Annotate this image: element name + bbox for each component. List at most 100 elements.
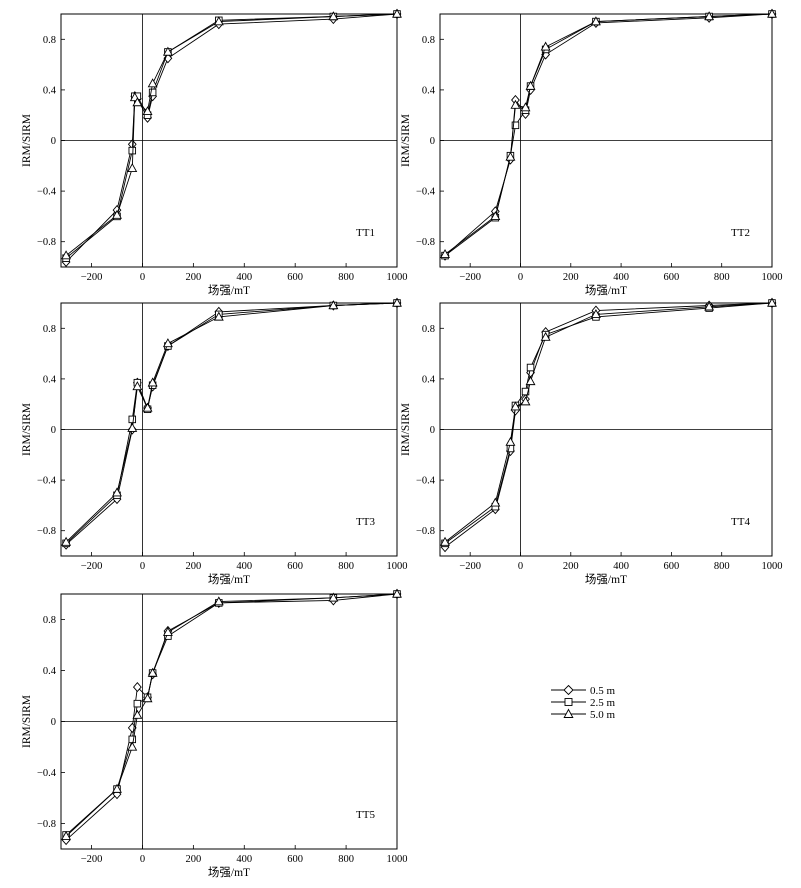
series-line [444, 302, 773, 548]
x-axis-label: 场强/mT [585, 572, 627, 586]
series-2.5m [62, 10, 401, 262]
series-5.0m [61, 8, 402, 260]
triangle-marker [162, 46, 173, 56]
series-5.0m [440, 297, 777, 546]
panel-label: TT3 [356, 516, 375, 528]
square-marker [128, 415, 137, 424]
x-tick-label: 600 [287, 272, 303, 283]
x-tick-label: 0 [140, 854, 145, 865]
triangle-marker [142, 402, 153, 412]
triangle-marker [590, 309, 601, 319]
series-2.5m [62, 299, 401, 548]
series-5.0m [440, 8, 777, 258]
series-2.5m [441, 10, 776, 260]
x-tick-label: 800 [714, 561, 730, 572]
triangle-marker [328, 11, 339, 21]
square-marker [526, 363, 535, 372]
triangle-marker [132, 709, 143, 719]
legend-label: 5.0 m [590, 709, 616, 721]
y-tick-label: −0.8 [37, 237, 56, 248]
triangle-marker [328, 592, 339, 602]
triangle-marker [704, 11, 715, 21]
triangle-marker [440, 536, 450, 546]
triangle-marker [147, 377, 158, 387]
y-tick-label: 0.4 [43, 374, 57, 385]
series-0.5m [440, 297, 777, 553]
square-marker [521, 387, 530, 396]
triangle-marker [112, 783, 122, 793]
x-tick-label: 600 [287, 561, 303, 572]
triangle-marker [767, 8, 777, 18]
series-0.5m [440, 8, 777, 261]
square-marker-icon [564, 698, 573, 706]
y-axis-label: IRM/SIRM [400, 403, 412, 456]
chart-panel-TT5: −200 0 200 400 600 800 1000 −0.8 −0.4 0 0.4 0.8 场强/m… [21, 588, 408, 879]
y-axis-label: IRM/SIRM [21, 403, 33, 456]
series-line [444, 302, 773, 544]
y-tick-label: −0.4 [37, 476, 57, 487]
y-tick-label: 0 [430, 136, 435, 147]
triangle-marker [147, 78, 158, 88]
y-tick-label: 0 [51, 717, 56, 728]
x-tick-label: 0 [518, 561, 523, 572]
triangle-marker [142, 693, 153, 703]
y-tick-label: 0.4 [422, 374, 436, 385]
series-0.5m [61, 588, 402, 846]
x-tick-label: 200 [563, 272, 579, 283]
triangle-marker [590, 16, 601, 26]
series-0.5m [61, 297, 402, 550]
x-tick-label: 0 [140, 272, 145, 283]
triangle-marker [132, 97, 143, 107]
triangle-marker [505, 436, 516, 446]
legend-label: 0.5 m [590, 685, 616, 697]
triangle-marker [328, 300, 339, 310]
triangle-marker [127, 422, 138, 432]
x-tick-label: 200 [563, 561, 579, 572]
triangle-marker [440, 249, 450, 258]
triangle-marker [540, 331, 551, 341]
x-axis-label: 场强/mT [208, 572, 250, 586]
triangle-marker [525, 376, 536, 386]
x-tick-label: 600 [664, 561, 680, 572]
square-marker [148, 88, 157, 97]
x-tick-label: 1000 [387, 561, 408, 572]
triangle-marker [147, 667, 158, 677]
y-axis-label: IRM/SIRM [400, 114, 412, 167]
x-tick-label: 400 [613, 272, 629, 283]
triangle-marker [162, 626, 173, 636]
x-tick-label: 200 [185, 272, 201, 283]
x-axis-label: 场强/mT [585, 283, 627, 297]
y-tick-label: 0.8 [43, 35, 56, 46]
y-tick-label: −0.8 [37, 819, 56, 830]
series-line [65, 302, 398, 543]
y-tick-label: 0.8 [422, 35, 435, 46]
panels: −200 0 200 400 600 800 1000 −0.8 −0.4 0 0.4 0.8 场强/m… [21, 8, 783, 879]
series-line [65, 593, 398, 841]
x-tick-label: 0 [518, 272, 523, 283]
triangle-marker [510, 401, 521, 411]
x-tick-label: −200 [81, 561, 103, 572]
triangle-marker [61, 830, 72, 840]
y-tick-label: 0.8 [43, 615, 56, 626]
series-line [65, 593, 398, 837]
y-tick-label: 0.4 [43, 666, 57, 677]
y-tick-label: −0.8 [416, 237, 435, 248]
series-line [65, 593, 398, 836]
series-2.5m [441, 299, 776, 548]
triangle-marker [132, 381, 143, 391]
x-tick-label: 800 [338, 561, 354, 572]
triangle-marker [490, 211, 501, 221]
y-tick-label: −0.4 [416, 187, 436, 198]
triangle-marker [704, 301, 715, 311]
y-tick-label: −0.4 [416, 476, 436, 487]
x-tick-label: 800 [338, 272, 354, 283]
x-tick-label: −200 [459, 272, 481, 283]
x-tick-label: 400 [236, 854, 252, 865]
series-0.5m [61, 8, 402, 268]
x-axis-label: 场强/mT [208, 865, 250, 879]
x-tick-label: 600 [664, 272, 680, 283]
y-tick-label: 0.4 [422, 85, 436, 96]
panel-label: TT4 [731, 516, 750, 528]
x-tick-label: −200 [81, 854, 103, 865]
